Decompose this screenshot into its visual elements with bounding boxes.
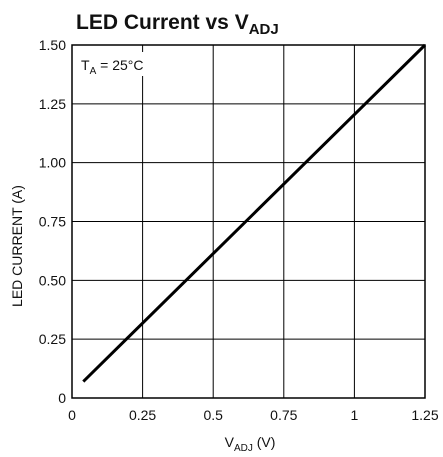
x-axis-ticks: 0 0.25 0.5 0.75 1 1.25 [68,407,439,423]
y-tick-label: 0.75 [39,214,66,230]
x-tick-label: 0.75 [270,407,297,423]
temperature-annotation: TA = 25°C [81,57,143,77]
series-line [82,43,427,383]
annotation-background [78,52,160,76]
y-tick-label: 0 [58,390,66,406]
x-axis-label: VADJ (V) [225,434,276,454]
x-tick-label: 0 [68,407,76,423]
y-tick-label: 1.50 [39,37,66,53]
x-tick-label: 1 [351,407,359,423]
y-axis-ticks: 0 0.25 0.50 0.75 1.00 1.25 1.50 [39,37,66,406]
y-tick-label: 0.50 [39,272,66,288]
chart-title: LED Current vs VADJ [76,11,279,38]
y-tick-label: 1.25 [39,96,66,112]
y-tick-label: 0.25 [39,331,66,347]
x-tick-label: 1.25 [411,407,438,423]
x-tick-label: 0.25 [129,407,156,423]
y-axis-label: LED CURRENT (A) [9,185,25,307]
x-tick-label: 0.5 [203,407,223,423]
y-tick-label: 1.00 [39,155,66,171]
plot-frame [71,44,426,399]
series-group [82,43,427,383]
